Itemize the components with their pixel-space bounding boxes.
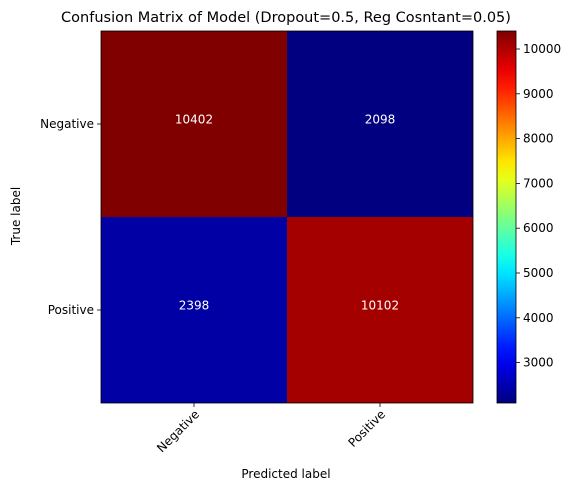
- y-axis-ticks: Negative Positive: [40, 117, 101, 317]
- cell-value-labels: 10402 2098 2398 10102: [175, 113, 399, 313]
- x-axis-label: Predicted label: [241, 467, 330, 481]
- colorbar-tick-label: 8000: [523, 132, 554, 146]
- colorbar-tick-label: 10000: [523, 42, 561, 56]
- y-tick-label: Negative: [40, 117, 94, 131]
- heatmap-cells: [100, 30, 474, 404]
- y-tick-label: Positive: [48, 303, 94, 317]
- cell-positive-negative: [101, 217, 287, 403]
- cell-negative-negative: [101, 31, 287, 217]
- plot-frame: [100, 30, 474, 404]
- cell-value-label: 2098: [365, 113, 396, 127]
- x-axis-ticks: Negative Positive: [154, 403, 388, 455]
- cell-value-label: 2398: [179, 299, 210, 313]
- colorbar-tick-label: 7000: [523, 176, 554, 190]
- cell-value-label: 10402: [175, 113, 213, 127]
- colorbar-tick-label: 6000: [523, 221, 554, 235]
- cell-positive-positive: [287, 217, 473, 403]
- chart-title: Confusion Matrix of Model (Dropout=0.5, …: [61, 10, 511, 26]
- colorbar-tick-label: 5000: [523, 266, 554, 280]
- cell-negative-positive: [287, 31, 473, 217]
- x-tick-label: Positive: [346, 407, 389, 450]
- y-axis-label: True label: [9, 187, 23, 246]
- colorbar-tick-label: 4000: [523, 311, 554, 325]
- colorbar: 3000 4000 5000 6000 7000 8000 9000 10000: [496, 30, 561, 404]
- colorbar-tick-label: 3000: [523, 356, 554, 370]
- x-tick-label: Negative: [154, 407, 202, 455]
- colorbar-gradient: [496, 30, 517, 404]
- cell-value-label: 10102: [361, 299, 399, 313]
- colorbar-tick-label: 9000: [523, 87, 554, 101]
